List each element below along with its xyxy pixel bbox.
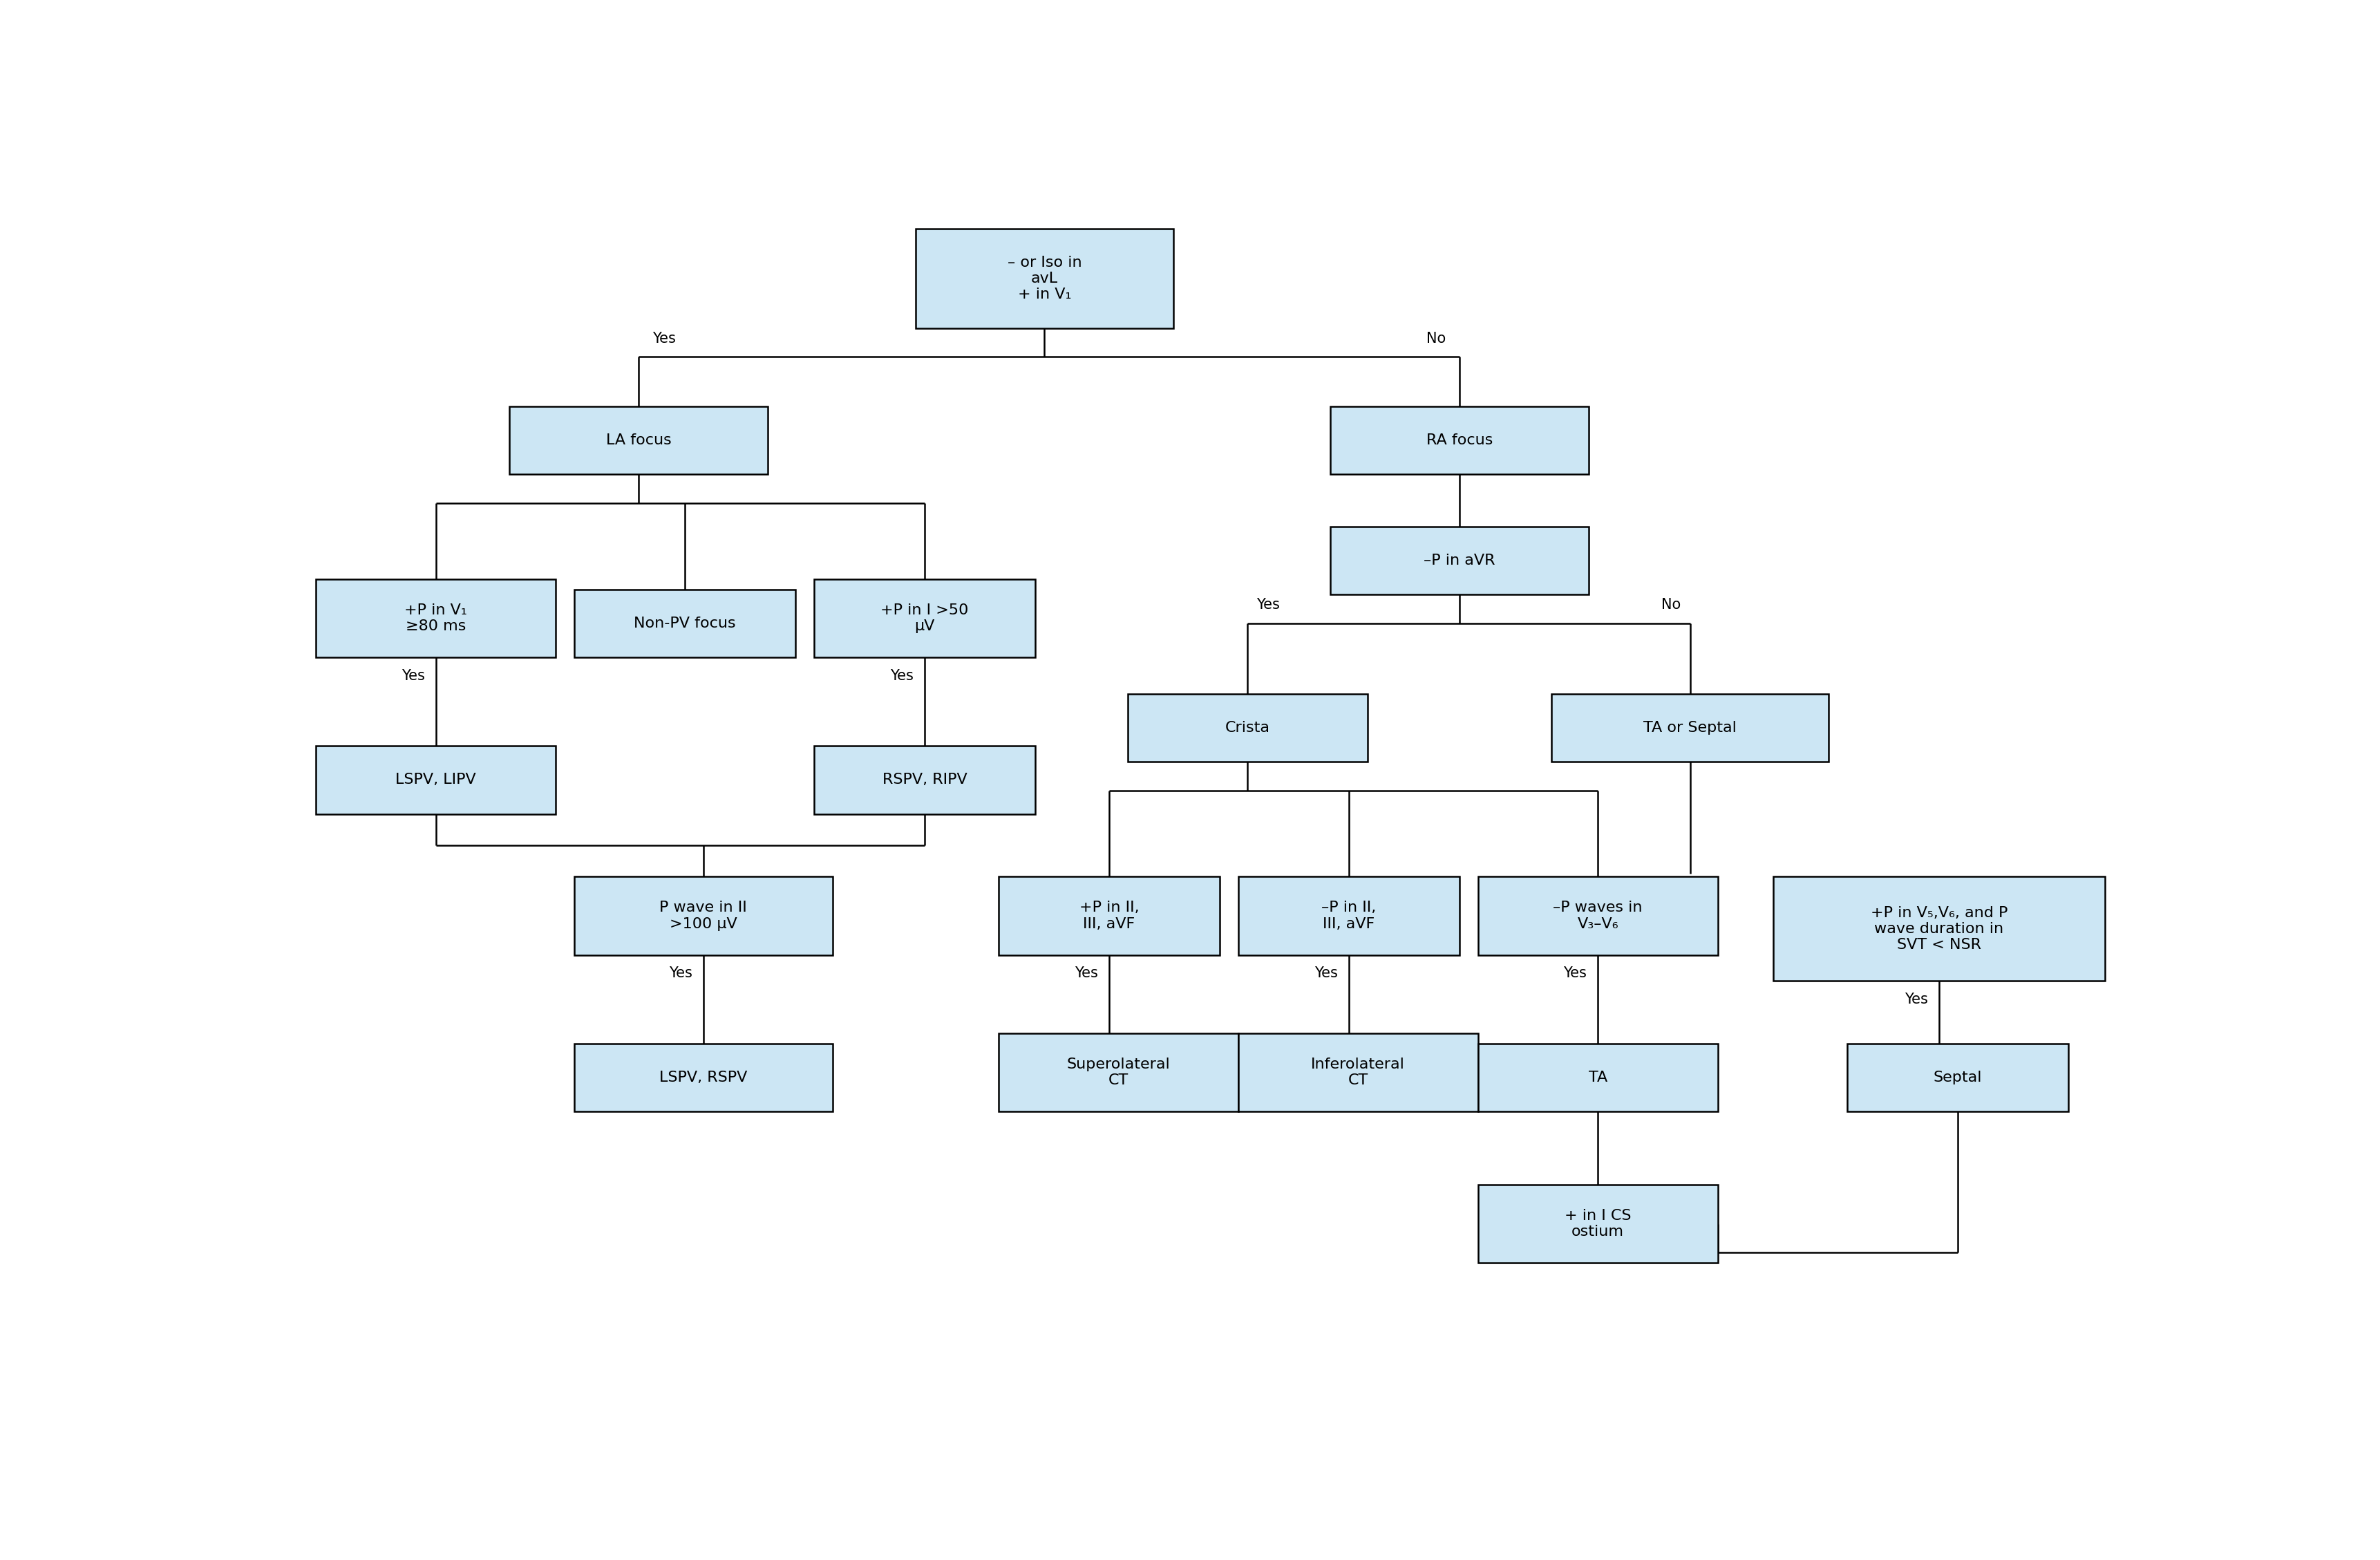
Text: LA focus: LA focus: [607, 434, 671, 448]
Text: Yes: Yes: [1314, 966, 1338, 980]
Text: No: No: [1426, 332, 1445, 345]
Text: TA: TA: [1587, 1070, 1607, 1084]
Text: +P in I >50
μV: +P in I >50 μV: [881, 604, 969, 633]
Text: Yes: Yes: [669, 966, 693, 980]
FancyBboxPatch shape: [814, 746, 1035, 814]
Text: –P in II,
III, aVF: –P in II, III, aVF: [1321, 900, 1376, 931]
FancyBboxPatch shape: [1478, 1044, 1718, 1112]
Text: Inferolateral
CT: Inferolateral CT: [1311, 1058, 1404, 1087]
Text: + in I CS
ostium: + in I CS ostium: [1564, 1209, 1630, 1239]
FancyBboxPatch shape: [317, 579, 557, 657]
FancyBboxPatch shape: [574, 1044, 833, 1112]
Text: –P in aVR: –P in aVR: [1423, 554, 1495, 568]
Text: +P in V₁
≥80 ms: +P in V₁ ≥80 ms: [405, 604, 466, 633]
Text: +P in II,
III, aVF: +P in II, III, aVF: [1078, 900, 1140, 931]
FancyBboxPatch shape: [574, 877, 833, 955]
Text: – or Iso in
avL
+ in V₁: – or Iso in avL + in V₁: [1007, 256, 1081, 301]
FancyBboxPatch shape: [1330, 527, 1590, 594]
Text: Yes: Yes: [402, 669, 424, 683]
Text: RA focus: RA focus: [1426, 434, 1492, 448]
Text: Septal: Septal: [1933, 1070, 1983, 1084]
FancyBboxPatch shape: [1128, 694, 1366, 761]
Text: Yes: Yes: [652, 332, 676, 345]
FancyBboxPatch shape: [1773, 877, 2106, 981]
Text: Yes: Yes: [890, 669, 914, 683]
FancyBboxPatch shape: [1478, 877, 1718, 955]
FancyBboxPatch shape: [317, 746, 557, 814]
Text: Yes: Yes: [1257, 597, 1280, 612]
Text: LSPV, RSPV: LSPV, RSPV: [659, 1070, 747, 1084]
FancyBboxPatch shape: [1000, 1033, 1238, 1112]
Text: Superolateral
CT: Superolateral CT: [1066, 1058, 1171, 1087]
FancyBboxPatch shape: [1552, 694, 1828, 761]
Text: No: No: [1661, 597, 1680, 612]
FancyBboxPatch shape: [1238, 877, 1459, 955]
Text: TA or Septal: TA or Septal: [1645, 721, 1737, 735]
FancyBboxPatch shape: [916, 229, 1173, 328]
FancyBboxPatch shape: [509, 407, 769, 474]
FancyBboxPatch shape: [1330, 407, 1590, 474]
Text: Yes: Yes: [1076, 966, 1097, 980]
Text: Yes: Yes: [1564, 966, 1587, 980]
Text: –P waves in
V₃–V₆: –P waves in V₃–V₆: [1554, 900, 1642, 931]
Text: LSPV, LIPV: LSPV, LIPV: [395, 774, 476, 786]
Text: Non-PV focus: Non-PV focus: [633, 616, 735, 630]
FancyBboxPatch shape: [1847, 1044, 2068, 1112]
Text: RSPV, RIPV: RSPV, RIPV: [883, 774, 966, 786]
Text: Yes: Yes: [1904, 992, 1928, 1006]
Text: +P in V₅,V₆, and P
wave duration in
SVT < NSR: +P in V₅,V₆, and P wave duration in SVT …: [1871, 906, 2009, 952]
FancyBboxPatch shape: [814, 579, 1035, 657]
Text: P wave in II
>100 μV: P wave in II >100 μV: [659, 900, 747, 931]
FancyBboxPatch shape: [1478, 1184, 1718, 1264]
Text: Crista: Crista: [1226, 721, 1271, 735]
FancyBboxPatch shape: [1000, 877, 1221, 955]
FancyBboxPatch shape: [574, 590, 795, 657]
FancyBboxPatch shape: [1238, 1033, 1478, 1112]
